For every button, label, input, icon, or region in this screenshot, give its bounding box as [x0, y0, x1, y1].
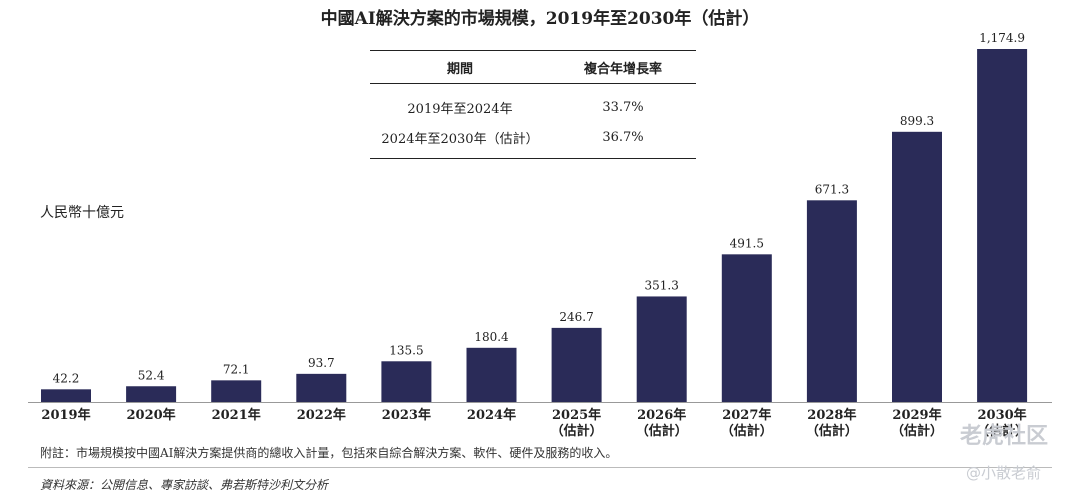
data-label: 135.5	[389, 343, 423, 357]
bar	[806, 200, 857, 402]
cagr-table-row: 2019年至2024年 33.7%	[370, 84, 696, 123]
x-tick-label: （估計）	[891, 423, 943, 439]
cagr-table: 期間 複合年增長率 2019年至2024年 33.7% 2024年至2030年（…	[370, 50, 696, 159]
data-label: 351.3	[645, 278, 679, 292]
bar	[977, 49, 1028, 402]
footnote: 附註：市場規模按中國AI解決方案提供商的總收入計量，包括來自綜合解決方案、軟件、…	[40, 446, 618, 460]
cagr-table-row: 2024年至2030年（估計） 36.7%	[370, 122, 696, 159]
x-tick-label: 2027年	[722, 407, 771, 423]
bar	[381, 361, 432, 402]
x-tick-label: 2029年	[892, 407, 941, 423]
bar	[721, 254, 772, 402]
data-label: 72.1	[223, 362, 250, 376]
x-tick-label: 2026年	[637, 407, 686, 423]
data-label: 52.4	[138, 368, 165, 382]
x-tick-label: 2022年	[297, 407, 346, 423]
cagr-period-cell: 2024年至2030年（估計）	[370, 122, 550, 159]
watermark-handle: @小散老俞	[966, 464, 1042, 482]
cagr-rate-cell: 33.7%	[602, 99, 644, 115]
bar-chart: 42.2 2019年 52.4 2020年 72.1 2021年 93.7 2022年 135.…	[28, 31, 1052, 439]
x-tick-label: 2019年	[41, 407, 90, 423]
source-note: 資料來源：公開信息、專家訪談、弗若斯特沙利文分析	[40, 478, 329, 492]
data-label: 42.2	[53, 371, 80, 385]
data-label: 899.3	[900, 114, 934, 128]
data-label: 491.5	[730, 236, 764, 250]
cagr-table-header-row: 期間 複合年增長率	[370, 50, 696, 84]
cagr-rate-cell: 36.7%	[550, 122, 696, 159]
data-label: 246.7	[559, 310, 593, 324]
x-tick-label: 2028年	[807, 407, 856, 423]
x-tick-label: （估計）	[551, 423, 603, 439]
bar	[466, 347, 517, 402]
chart-title: 中國AI解決方案的市場規模，2019年至2030年（估計）	[320, 9, 760, 29]
bar	[41, 389, 91, 402]
bar	[296, 373, 347, 402]
bar	[211, 380, 262, 402]
cagr-header-period: 期間	[370, 50, 550, 84]
x-tick-label: （估計）	[721, 423, 773, 439]
x-tick-label: （估計）	[976, 423, 1028, 439]
bar	[126, 386, 177, 402]
x-tick-label: 2030年	[978, 407, 1027, 423]
data-label: 180.4	[474, 330, 509, 344]
data-label: 671.3	[815, 182, 849, 196]
x-tick-label: 2024年	[467, 407, 516, 423]
data-label: 1,174.9	[979, 31, 1025, 45]
bar	[636, 296, 687, 402]
x-tick-label: （估計）	[806, 423, 858, 439]
x-tick-label: 2025年	[552, 407, 601, 423]
y-axis-unit-label: 人民幣十億元	[40, 205, 124, 221]
bar	[551, 327, 602, 402]
x-tick-label: 2023年	[382, 407, 431, 423]
x-tick-label: （估計）	[636, 423, 688, 439]
x-tick-label: 2020年	[127, 407, 176, 423]
cagr-header-rate: 複合年增長率	[550, 50, 696, 84]
x-tick-label: 2021年	[212, 407, 261, 423]
divider	[28, 467, 1052, 468]
bar	[892, 131, 942, 402]
data-label: 93.7	[308, 356, 335, 370]
cagr-period-cell: 2019年至2024年	[407, 101, 513, 117]
watermark-text: 老虎社区	[960, 424, 1049, 449]
